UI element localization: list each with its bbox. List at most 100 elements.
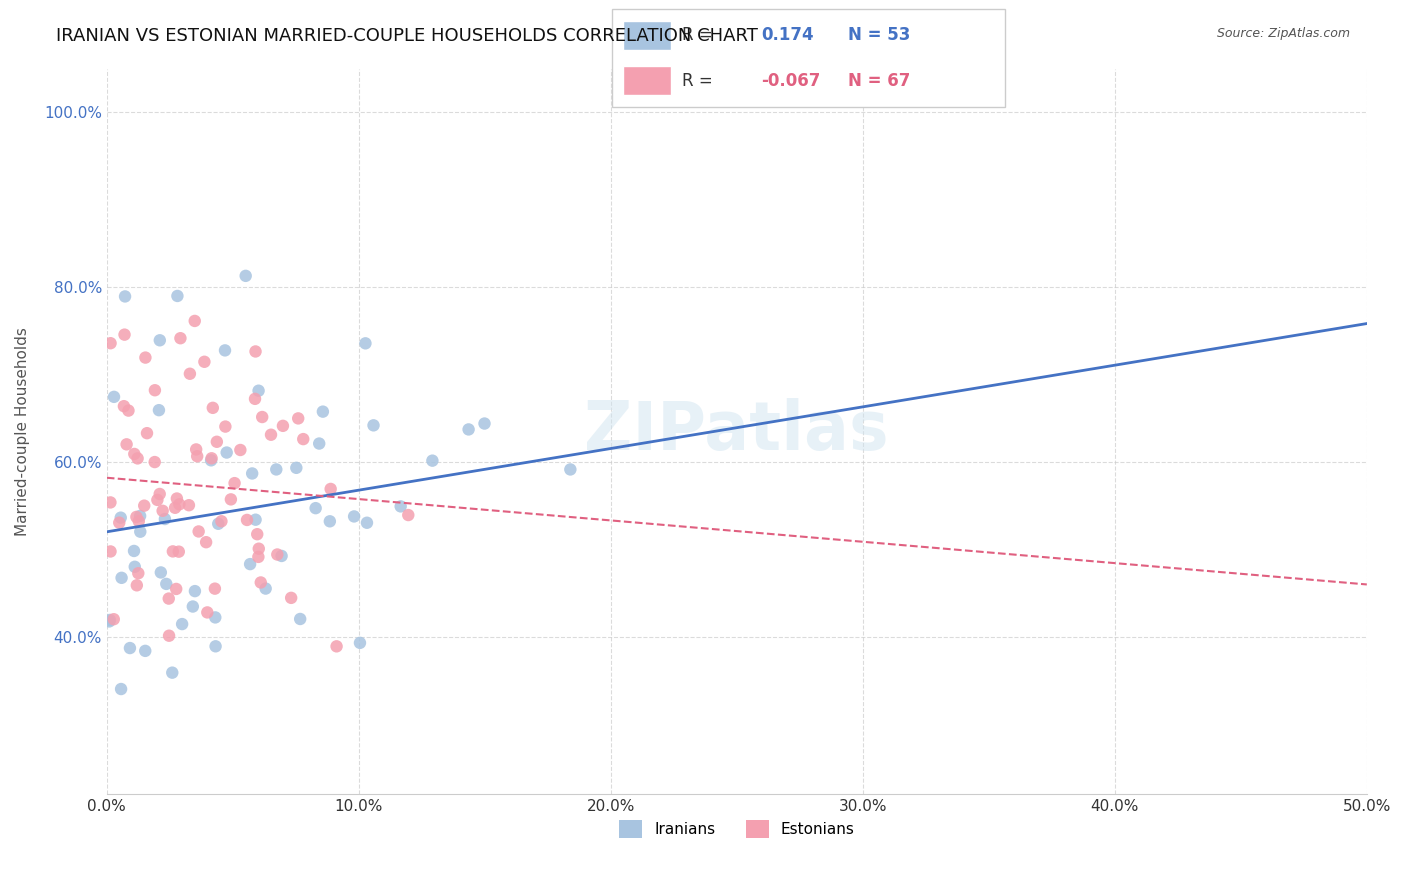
Point (250, 410, 273, 425)
Point (172, 617, 194, 632)
Point (149, 487, 172, 501)
Point (149, 566, 172, 580)
Point (215, 445, 238, 459)
Point (200, 451, 222, 466)
Point (260, 427, 283, 442)
Point (115, 437, 138, 451)
Text: IRANIAN VS ESTONIAN MARRIED-COUPLE HOUSEHOLDS CORRELATION CHART: IRANIAN VS ESTONIAN MARRIED-COUPLE HOUSE… (56, 27, 758, 45)
Point (243, 392, 266, 406)
Point (127, 566, 149, 581)
Point (108, 516, 131, 530)
Point (186, 442, 208, 457)
Point (354, 336, 377, 351)
Point (134, 499, 156, 513)
Point (193, 355, 215, 369)
Point (195, 535, 218, 549)
Point (240, 467, 263, 481)
Point (117, 403, 139, 417)
Point (205, 434, 228, 449)
Point (143, 383, 166, 397)
Bar (623, 21, 671, 50)
Bar (623, 66, 671, 95)
Point (560, 462, 582, 476)
Point (304, 501, 326, 516)
Point (100, 495, 122, 509)
Point (195, 606, 218, 620)
Point (319, 514, 342, 528)
Point (153, 512, 176, 526)
Text: ZIPatlas: ZIPatlas (585, 398, 889, 464)
Point (124, 447, 146, 461)
Point (186, 449, 208, 463)
Point (319, 482, 342, 496)
Point (209, 514, 232, 528)
Text: Source: ZipAtlas.com: Source: ZipAtlas.com (1216, 27, 1350, 40)
Point (235, 268, 257, 283)
Text: N = 67: N = 67 (848, 71, 910, 89)
Point (143, 455, 166, 469)
Point (157, 629, 180, 643)
Point (270, 549, 292, 563)
Point (100, 336, 122, 351)
Point (247, 384, 270, 398)
Point (229, 442, 252, 457)
Point (474, 417, 496, 431)
Point (152, 504, 174, 518)
Point (214, 343, 236, 358)
Text: 0.174: 0.174 (761, 27, 814, 45)
Point (290, 612, 312, 626)
Point (254, 582, 277, 596)
Point (356, 516, 378, 530)
Point (325, 640, 347, 654)
Point (389, 500, 412, 514)
Point (169, 497, 191, 511)
Point (214, 419, 236, 434)
Point (157, 591, 180, 606)
Point (146, 492, 169, 507)
Point (236, 513, 259, 527)
Point (125, 509, 148, 524)
Point (285, 460, 308, 475)
Point (422, 453, 444, 467)
Point (110, 571, 132, 585)
Point (201, 401, 224, 415)
Point (363, 418, 385, 433)
Point (343, 509, 366, 524)
Point (128, 514, 150, 528)
Point (127, 451, 149, 466)
Point (165, 582, 187, 596)
Point (204, 582, 226, 596)
Point (247, 541, 270, 556)
Point (167, 544, 190, 558)
Point (266, 548, 288, 562)
Point (114, 327, 136, 342)
Point (165, 500, 187, 515)
Point (122, 544, 145, 558)
Point (136, 426, 159, 441)
Point (457, 422, 479, 436)
Point (129, 524, 152, 539)
Point (103, 390, 125, 404)
Point (98, 615, 121, 629)
Point (184, 584, 207, 599)
Point (134, 351, 156, 365)
Point (169, 331, 191, 345)
Point (98, 613, 121, 627)
Point (204, 610, 226, 624)
Point (124, 559, 146, 574)
Point (155, 577, 177, 591)
Point (249, 575, 271, 590)
Point (280, 591, 302, 605)
Point (110, 681, 132, 696)
Point (166, 289, 188, 303)
Point (245, 513, 267, 527)
Point (349, 636, 371, 650)
Point (207, 516, 229, 531)
Point (110, 510, 132, 524)
Point (134, 644, 156, 658)
Text: -0.067: -0.067 (761, 71, 821, 89)
Point (204, 640, 226, 654)
Point (246, 527, 269, 541)
Point (292, 432, 315, 446)
Text: N = 53: N = 53 (848, 27, 910, 45)
